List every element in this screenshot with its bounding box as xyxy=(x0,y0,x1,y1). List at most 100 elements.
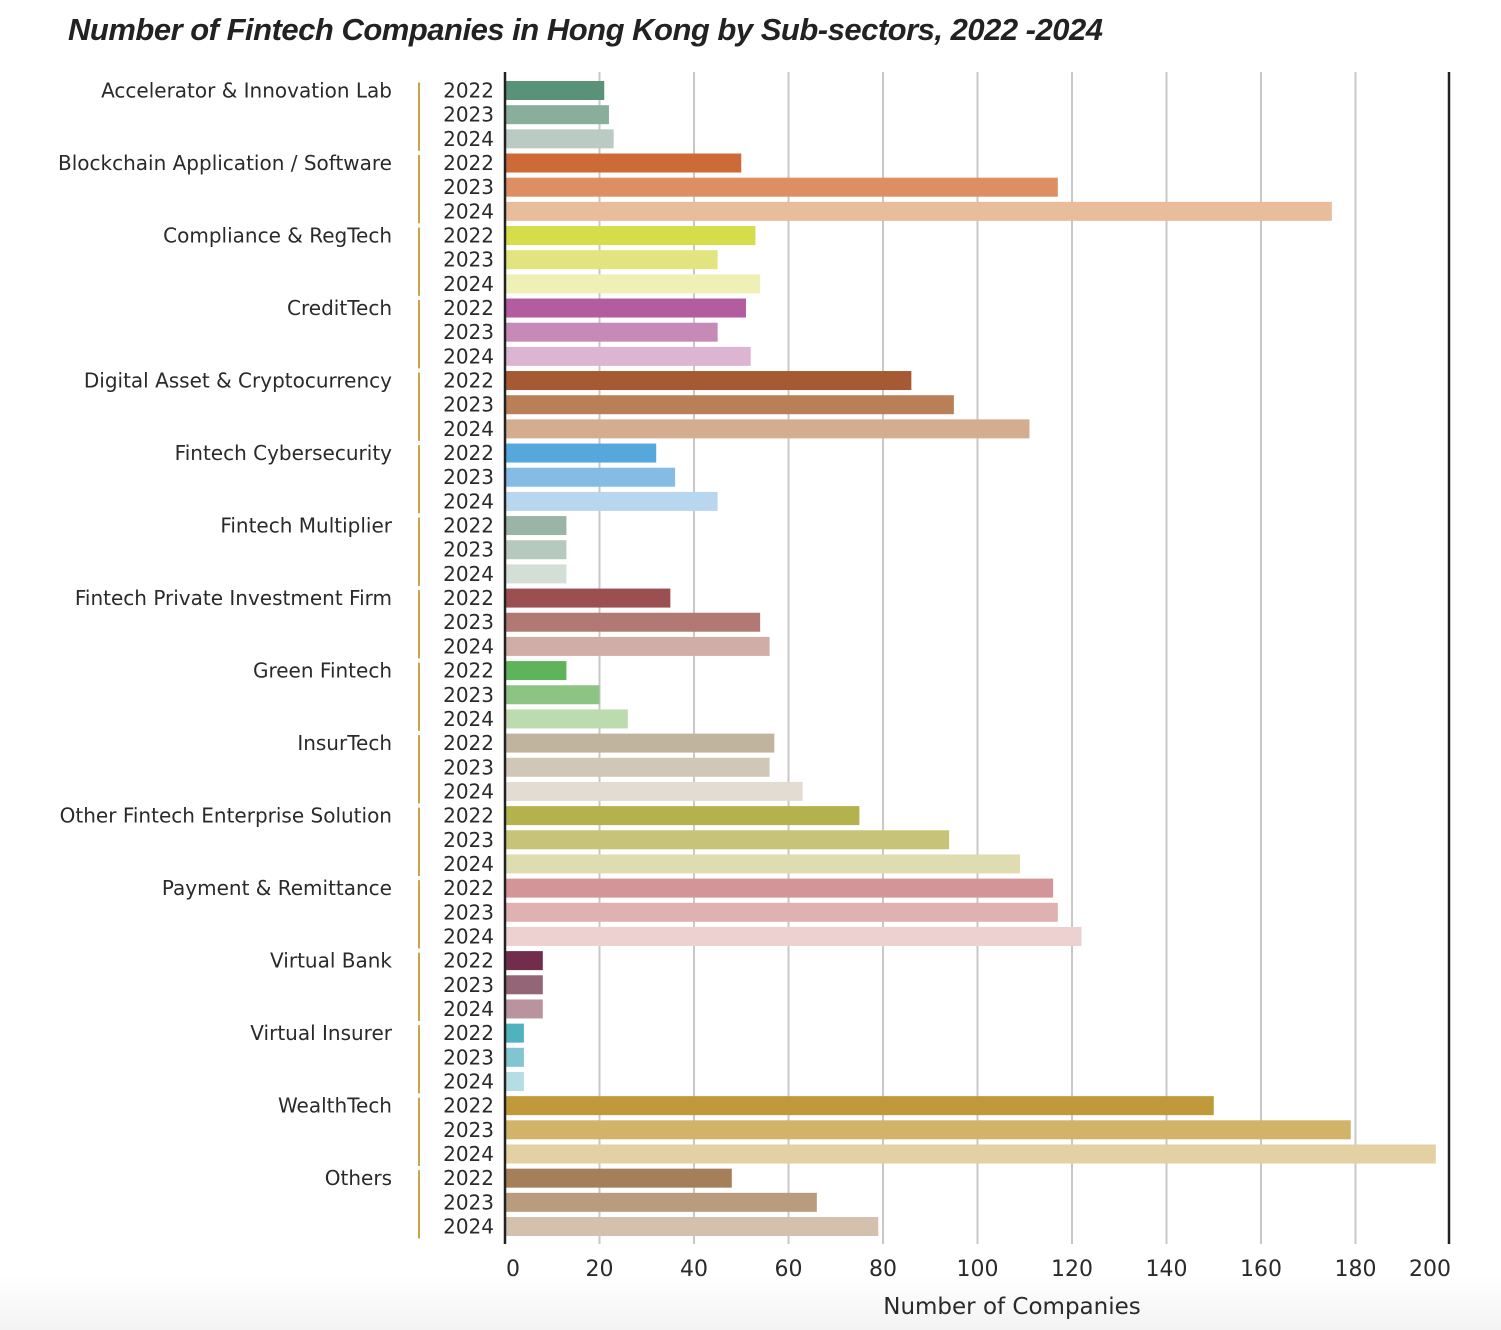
year-label: 2022 xyxy=(443,876,494,900)
year-label: 2023 xyxy=(443,175,494,199)
year-label: 2023 xyxy=(443,1190,494,1214)
category-label: CreditTech xyxy=(287,296,392,320)
category-label: Blockchain Application / Software xyxy=(58,151,392,175)
category-label: Compliance & RegTech xyxy=(163,224,392,248)
year-label: 2022 xyxy=(443,296,494,320)
category-label: Other Fintech Enterprise Solution xyxy=(60,804,392,828)
bar xyxy=(506,902,1058,922)
bar xyxy=(506,1144,1436,1164)
year-label: 2024 xyxy=(443,127,494,151)
year-label: 2022 xyxy=(443,1094,494,1118)
labels: 0 20 40 60 80 100 120 140 160 180 200 Accelerator &… xyxy=(58,79,1451,1283)
category-label: Virtual Bank xyxy=(270,949,392,973)
year-label: 2023 xyxy=(443,900,494,924)
bar xyxy=(506,854,1021,874)
category-label: Digital Asset & Cryptocurrency xyxy=(84,369,392,393)
bar xyxy=(506,540,567,560)
bar xyxy=(506,1071,524,1091)
bar xyxy=(506,1168,732,1188)
year-label: 2024 xyxy=(443,852,494,876)
category-label: Fintech Cybersecurity xyxy=(175,441,392,465)
year-label: 2023 xyxy=(443,103,494,127)
category-label: Accelerator & Innovation Lab xyxy=(101,79,392,103)
category-label: Green Fintech xyxy=(253,659,392,683)
year-label: 2023 xyxy=(443,393,494,417)
x-tick-label: 0 xyxy=(506,1257,520,1282)
year-label: 2023 xyxy=(443,828,494,852)
bar xyxy=(506,371,912,391)
year-label: 2023 xyxy=(443,973,494,997)
year-label: 2024 xyxy=(443,199,494,223)
category-label: WealthTech xyxy=(278,1094,392,1118)
year-label: 2022 xyxy=(443,224,494,248)
x-tick-label: 200 xyxy=(1409,1257,1451,1282)
bar xyxy=(506,81,605,100)
year-label: 2024 xyxy=(443,417,494,441)
bar xyxy=(506,1047,524,1067)
x-axis-title: Number of Companies xyxy=(883,1294,1141,1320)
bar xyxy=(506,322,718,342)
year-label: 2022 xyxy=(443,514,494,538)
bar xyxy=(506,443,657,463)
bar xyxy=(506,201,1332,221)
x-tick-label: 140 xyxy=(1146,1257,1188,1282)
year-label: 2024 xyxy=(443,1069,494,1093)
x-tick-label: 180 xyxy=(1335,1257,1377,1282)
year-label: 2024 xyxy=(443,634,494,658)
year-label: 2023 xyxy=(443,1118,494,1142)
year-label: 2022 xyxy=(443,804,494,828)
chart-title: Number of Fintech Companies in Hong Kong… xyxy=(68,12,1103,47)
bar xyxy=(506,951,543,971)
year-label: 2023 xyxy=(443,755,494,779)
year-label: 2024 xyxy=(443,924,494,948)
year-label: 2024 xyxy=(443,779,494,803)
bar xyxy=(506,661,567,681)
bar xyxy=(506,346,751,366)
bar xyxy=(506,395,954,415)
bar xyxy=(506,806,860,826)
year-label: 2024 xyxy=(443,707,494,731)
bar xyxy=(506,878,1054,898)
bar xyxy=(506,975,543,995)
category-label: Fintech Multiplier xyxy=(220,514,392,538)
category-label: Fintech Private Investment Firm xyxy=(75,586,392,610)
year-label: 2024 xyxy=(443,272,494,296)
axes xyxy=(418,72,1451,1244)
bar xyxy=(506,564,567,584)
bar xyxy=(506,781,803,801)
x-tick-label: 120 xyxy=(1051,1257,1093,1282)
year-label: 2022 xyxy=(443,586,494,610)
bar xyxy=(506,1096,1214,1116)
year-label: 2022 xyxy=(443,1021,494,1045)
year-label: 2022 xyxy=(443,369,494,393)
bar xyxy=(506,105,609,125)
year-label: 2024 xyxy=(443,1214,494,1238)
bar xyxy=(506,1192,817,1212)
bar xyxy=(506,250,718,270)
bar xyxy=(506,1120,1351,1140)
bar xyxy=(506,467,676,487)
bar xyxy=(506,274,761,294)
bars xyxy=(506,81,1436,1236)
bar xyxy=(506,419,1030,439)
year-label: 2022 xyxy=(443,731,494,755)
bar xyxy=(506,491,718,511)
bar xyxy=(506,588,671,608)
category-label: Payment & Remittance xyxy=(162,876,392,900)
year-label: 2022 xyxy=(443,1166,494,1190)
year-label: 2024 xyxy=(443,997,494,1021)
year-label: 2023 xyxy=(443,610,494,634)
year-label: 2024 xyxy=(443,489,494,513)
bar xyxy=(506,685,600,705)
bar xyxy=(506,926,1082,946)
year-label: 2024 xyxy=(443,1142,494,1166)
category-label: Others xyxy=(325,1166,392,1190)
bar xyxy=(506,612,761,632)
bar xyxy=(506,636,770,656)
bar xyxy=(506,1216,879,1236)
bar xyxy=(506,1023,524,1043)
x-tick-label: 60 xyxy=(775,1257,803,1282)
year-label: 2023 xyxy=(443,248,494,272)
year-label: 2022 xyxy=(443,659,494,683)
